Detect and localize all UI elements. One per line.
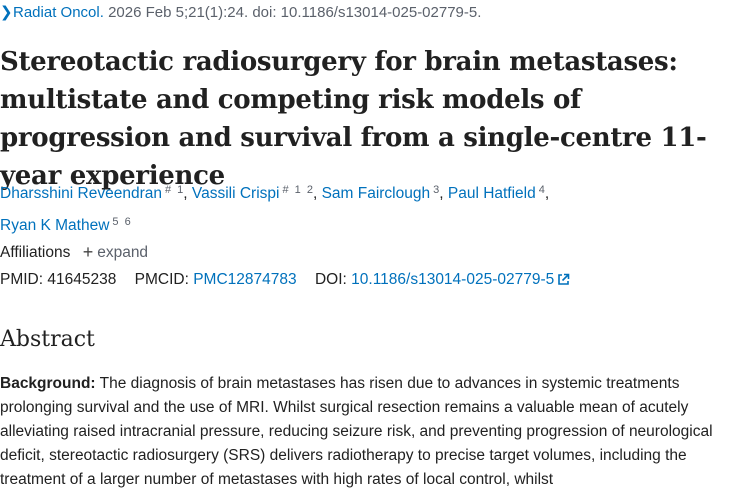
author-affiliation-refs[interactable]: 3: [433, 184, 440, 196]
plus-icon: +: [82, 242, 94, 262]
author-link[interactable]: Vassili Crispi: [191, 185, 280, 202]
author-link[interactable]: Paul Hatfield: [447, 185, 536, 202]
pmcid-link[interactable]: PMC12874783: [193, 271, 297, 288]
affiliations-row: Affiliations + expand: [0, 242, 148, 263]
journal-link[interactable]: Radiat Oncol.: [13, 4, 104, 21]
pmid-value: 41645238: [47, 271, 117, 288]
pmid-label: PMID:: [0, 271, 44, 288]
author-affiliation-refs[interactable]: # 1: [164, 184, 184, 196]
external-link-icon[interactable]: [557, 273, 570, 291]
affiliations-label: Affiliations: [0, 244, 71, 261]
doi-label: DOI:: [314, 271, 347, 288]
author-list: Dharsshini Reveendran # 1, Vassili Crispi…: [0, 184, 550, 234]
article-title: Stereotactic radiosurgery for brain meta…: [0, 47, 707, 191]
author-link[interactable]: Sam Fairclough: [321, 185, 431, 202]
background-text: The diagnosis of brain metastases has ri…: [0, 375, 713, 488]
author-link[interactable]: Ryan K Mathew: [0, 217, 110, 234]
background-label: Background:: [0, 375, 96, 392]
abstract-background: Background: The diagnosis of brain metas…: [0, 372, 745, 492]
doi-link[interactable]: 10.1186/s13014-025-02779-5: [351, 271, 555, 288]
author-affiliation-refs[interactable]: 5 6: [112, 216, 131, 228]
citation-line: ❯Radiat Oncol. 2026 Feb 5;21(1):24. doi:…: [0, 3, 481, 21]
citation-details: 2026 Feb 5;21(1):24. doi: 10.1186/s13014…: [108, 4, 482, 21]
expand-label: expand: [97, 244, 149, 261]
chevron-right-icon[interactable]: ❯: [0, 4, 13, 21]
pmcid-label: PMCID:: [134, 271, 189, 288]
author-affiliation-refs[interactable]: 4: [538, 184, 545, 196]
author-affiliation-refs[interactable]: # 1 2: [282, 184, 313, 196]
expand-affiliations-button[interactable]: + expand: [82, 242, 149, 262]
author-link[interactable]: Dharsshini Reveendran: [0, 185, 162, 202]
identifiers-row: PMID: 41645238 PMCID: PMC12874783 DOI: 1…: [0, 271, 570, 291]
abstract-heading: Abstract: [0, 327, 95, 352]
